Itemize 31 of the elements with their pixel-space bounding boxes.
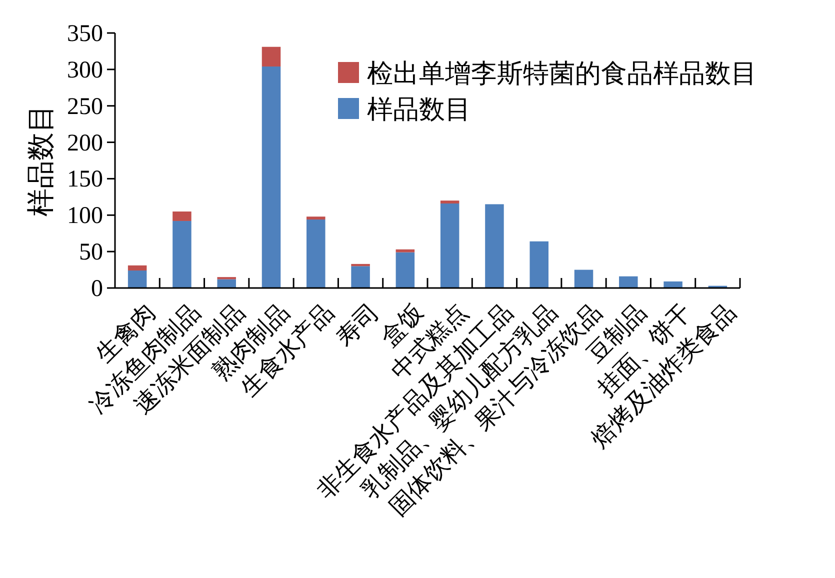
bar bbox=[306, 220, 326, 288]
bar bbox=[574, 270, 594, 288]
y-tick-label: 100 bbox=[67, 203, 103, 230]
bar bbox=[440, 200, 460, 204]
legend-label: 样品数目 bbox=[367, 95, 471, 124]
y-tick-label: 250 bbox=[67, 94, 103, 120]
y-tick-label: 0 bbox=[91, 276, 103, 302]
bar bbox=[262, 46, 281, 67]
bar bbox=[217, 279, 236, 288]
bar bbox=[396, 252, 415, 288]
legend-label: 检出单增李斯特菌的食品样品数目 bbox=[367, 59, 757, 88]
bar bbox=[172, 212, 192, 221]
bar bbox=[172, 220, 192, 288]
bar bbox=[351, 264, 370, 266]
y-tick-label: 50 bbox=[79, 240, 103, 266]
bar bbox=[128, 265, 147, 271]
bar bbox=[440, 203, 460, 288]
bar bbox=[306, 216, 326, 220]
bar bbox=[619, 276, 638, 288]
y-tick-label: 300 bbox=[67, 57, 103, 84]
bar bbox=[262, 66, 281, 288]
y-axis-title: 样品数目 bbox=[26, 104, 57, 216]
bar bbox=[530, 241, 548, 288]
bar bbox=[128, 270, 147, 288]
y-tick-label: 200 bbox=[67, 130, 103, 156]
y-tick-label: 150 bbox=[67, 166, 103, 193]
bar bbox=[351, 266, 370, 288]
bar bbox=[664, 281, 682, 288]
y-tick-label: 350 bbox=[67, 21, 103, 47]
bar bbox=[396, 249, 415, 252]
bar bbox=[485, 204, 504, 288]
